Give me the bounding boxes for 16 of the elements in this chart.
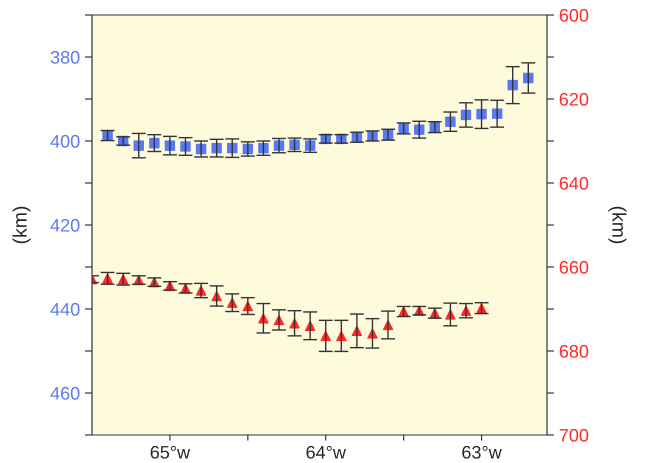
y-tick-label: 440 bbox=[50, 302, 80, 316]
y2-tick-label: 620 bbox=[560, 92, 588, 106]
y2-tick-label: 680 bbox=[560, 344, 588, 358]
y2-tick-label: 660 bbox=[560, 260, 588, 274]
y2-tick-label: 640 bbox=[560, 176, 588, 190]
y2-axis-title: (km) bbox=[608, 206, 626, 244]
y-tick-label: 380 bbox=[50, 50, 80, 64]
y2-tick-label: 600 bbox=[560, 8, 588, 22]
y-tick-label: 420 bbox=[50, 218, 80, 232]
x-tick-label: 63°w bbox=[462, 446, 502, 459]
x-tick-label: 64°w bbox=[306, 446, 346, 459]
y-tick-label: 460 bbox=[50, 386, 80, 400]
x-tick-label: 65°w bbox=[150, 446, 190, 459]
y-tick-label: 400 bbox=[50, 134, 80, 148]
y-axis-title: (km) bbox=[12, 206, 31, 244]
y2-tick-label: 700 bbox=[560, 428, 588, 442]
